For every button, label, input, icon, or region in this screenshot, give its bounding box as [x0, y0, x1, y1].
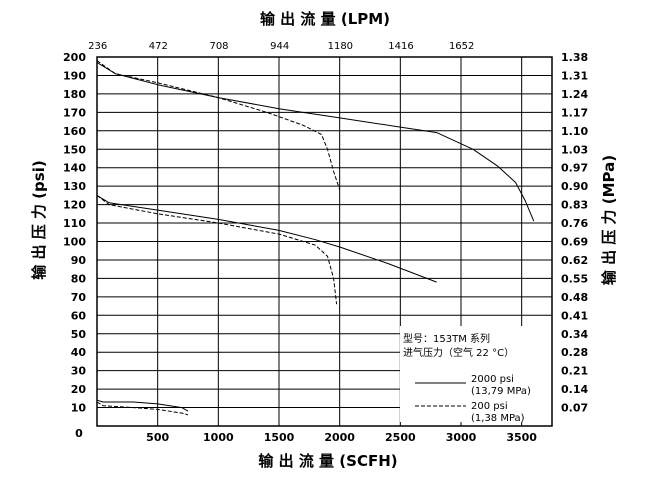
y-right-tick-label-13: 0.97: [561, 162, 588, 175]
y-left-tick-label-10: 100: [63, 236, 86, 249]
x-tick-label-7: 3500: [506, 431, 537, 444]
x-tick-label-6: 3000: [446, 431, 477, 444]
y-right-tick-label-17: 1.24: [561, 88, 588, 101]
y-right-tick-label-15: 1.10: [561, 125, 588, 138]
y-right-tick-label-18: 1.31: [561, 69, 588, 82]
y-right-tick-label-5: 0.41: [561, 309, 588, 322]
legend: 型号：153TM 系列 进气压力（空气 22 °C） 2000 psi (13,…: [400, 326, 552, 424]
series-line-1-dashed: [96, 60, 341, 190]
y-right-tick-label-0: 0.07: [561, 402, 588, 415]
top-tick-label-1: 472: [149, 41, 168, 52]
x-tick-label-1: 500: [146, 431, 169, 444]
y-left-tick-label-13: 130: [63, 180, 86, 193]
legend-solid-label-2: (13,79 MPa): [471, 386, 531, 397]
top-tick-label-4: 1180: [328, 41, 353, 52]
y-right-tick-label-7: 0.55: [561, 272, 588, 285]
y-left-tick-label-11: 110: [63, 217, 86, 230]
y-left-tick-label-15: 150: [63, 143, 86, 156]
y-left-tick-label-4: 40: [71, 346, 87, 359]
legend-dashed-label-2: (1,38 MPa): [471, 413, 525, 424]
y-left-tick-label-19: 190: [63, 69, 86, 82]
series-line-2-solid: [96, 194, 437, 283]
y-left-tick-label-1: 10: [71, 402, 87, 415]
series-line-4-solid: [96, 399, 189, 412]
legend-box: [400, 326, 552, 422]
series-line-0-solid: [96, 62, 535, 222]
y-left-tick-label-12: 120: [63, 199, 86, 212]
y-left-tick-label-14: 140: [63, 162, 86, 175]
series-line-5-dashed: [96, 401, 189, 416]
y-left-tick-label-3: 30: [71, 365, 87, 378]
legend-inlet: 进气压力（空气 22 °C）: [403, 346, 514, 359]
x-tick-label-2: 1000: [203, 431, 234, 444]
y-left-tick-label-6: 60: [71, 309, 87, 322]
x-tick-label-5: 2500: [385, 431, 416, 444]
y-left-tick-label-18: 180: [63, 88, 86, 101]
right-axis-title: 输 出 压 力 (MPa): [600, 155, 618, 285]
left-axis-title: 输 出 压 力 (psi): [30, 160, 48, 279]
y-right-tick-label-6: 0.48: [561, 291, 588, 304]
grid: [97, 57, 552, 426]
x-tick-label-4: 2000: [324, 431, 355, 444]
plot-frame: [96, 56, 553, 427]
tick-labels: 0 500 1000 1500 2000 2500 3000 3500 236 472 708 944…: [63, 41, 588, 444]
x-tick-label-0: 0: [75, 427, 83, 440]
x-tick-label-3: 1500: [264, 431, 295, 444]
legend-model: 型号：153TM 系列: [403, 332, 490, 345]
series-lines: [96, 60, 535, 416]
y-left-tick-label-16: 160: [63, 125, 86, 138]
y-left-tick-label-20: 200: [63, 51, 86, 64]
y-right-tick-label-3: 0.28: [561, 346, 588, 359]
y-right-tick-label-1: 0.14: [561, 383, 588, 396]
y-right-tick-label-9: 0.69: [561, 236, 588, 249]
y-right-tick-label-11: 0.83: [561, 199, 588, 212]
y-right-tick-label-14: 1.03: [561, 143, 588, 156]
legend-solid-label-1: 2000 psi: [471, 374, 514, 385]
top-axis-title: 输 出 流 量 (LPM): [260, 10, 390, 28]
y-left-tick-label-5: 50: [71, 328, 87, 341]
top-tick-label-3: 944: [270, 41, 289, 52]
y-right-tick-label-12: 0.90: [561, 180, 588, 193]
top-tick-label-0: 236: [88, 41, 107, 52]
top-tick-label-2: 708: [209, 41, 228, 52]
top-tick-label-5: 1416: [388, 41, 413, 52]
legend-dashed-label-1: 200 psi: [471, 401, 508, 412]
y-right-tick-label-10: 0.76: [561, 217, 588, 230]
top-tick-label-6: 1652: [449, 41, 474, 52]
y-right-tick-label-4: 0.34: [561, 328, 588, 341]
y-left-tick-label-9: 90: [71, 254, 87, 267]
y-left-tick-label-2: 20: [71, 383, 87, 396]
y-right-tick-label-8: 0.62: [561, 254, 588, 267]
y-left-tick-label-17: 170: [63, 106, 86, 119]
y-left-tick-label-8: 80: [71, 272, 87, 285]
y-right-tick-label-19: 1.38: [561, 51, 588, 64]
bottom-axis-title: 输 出 流 量 (SCFH): [258, 452, 397, 470]
y-left-tick-label-7: 70: [71, 291, 87, 304]
y-right-tick-label-16: 1.17: [561, 106, 588, 119]
series-line-3-dashed: [96, 195, 338, 305]
y-right-tick-label-2: 0.21: [561, 365, 588, 378]
